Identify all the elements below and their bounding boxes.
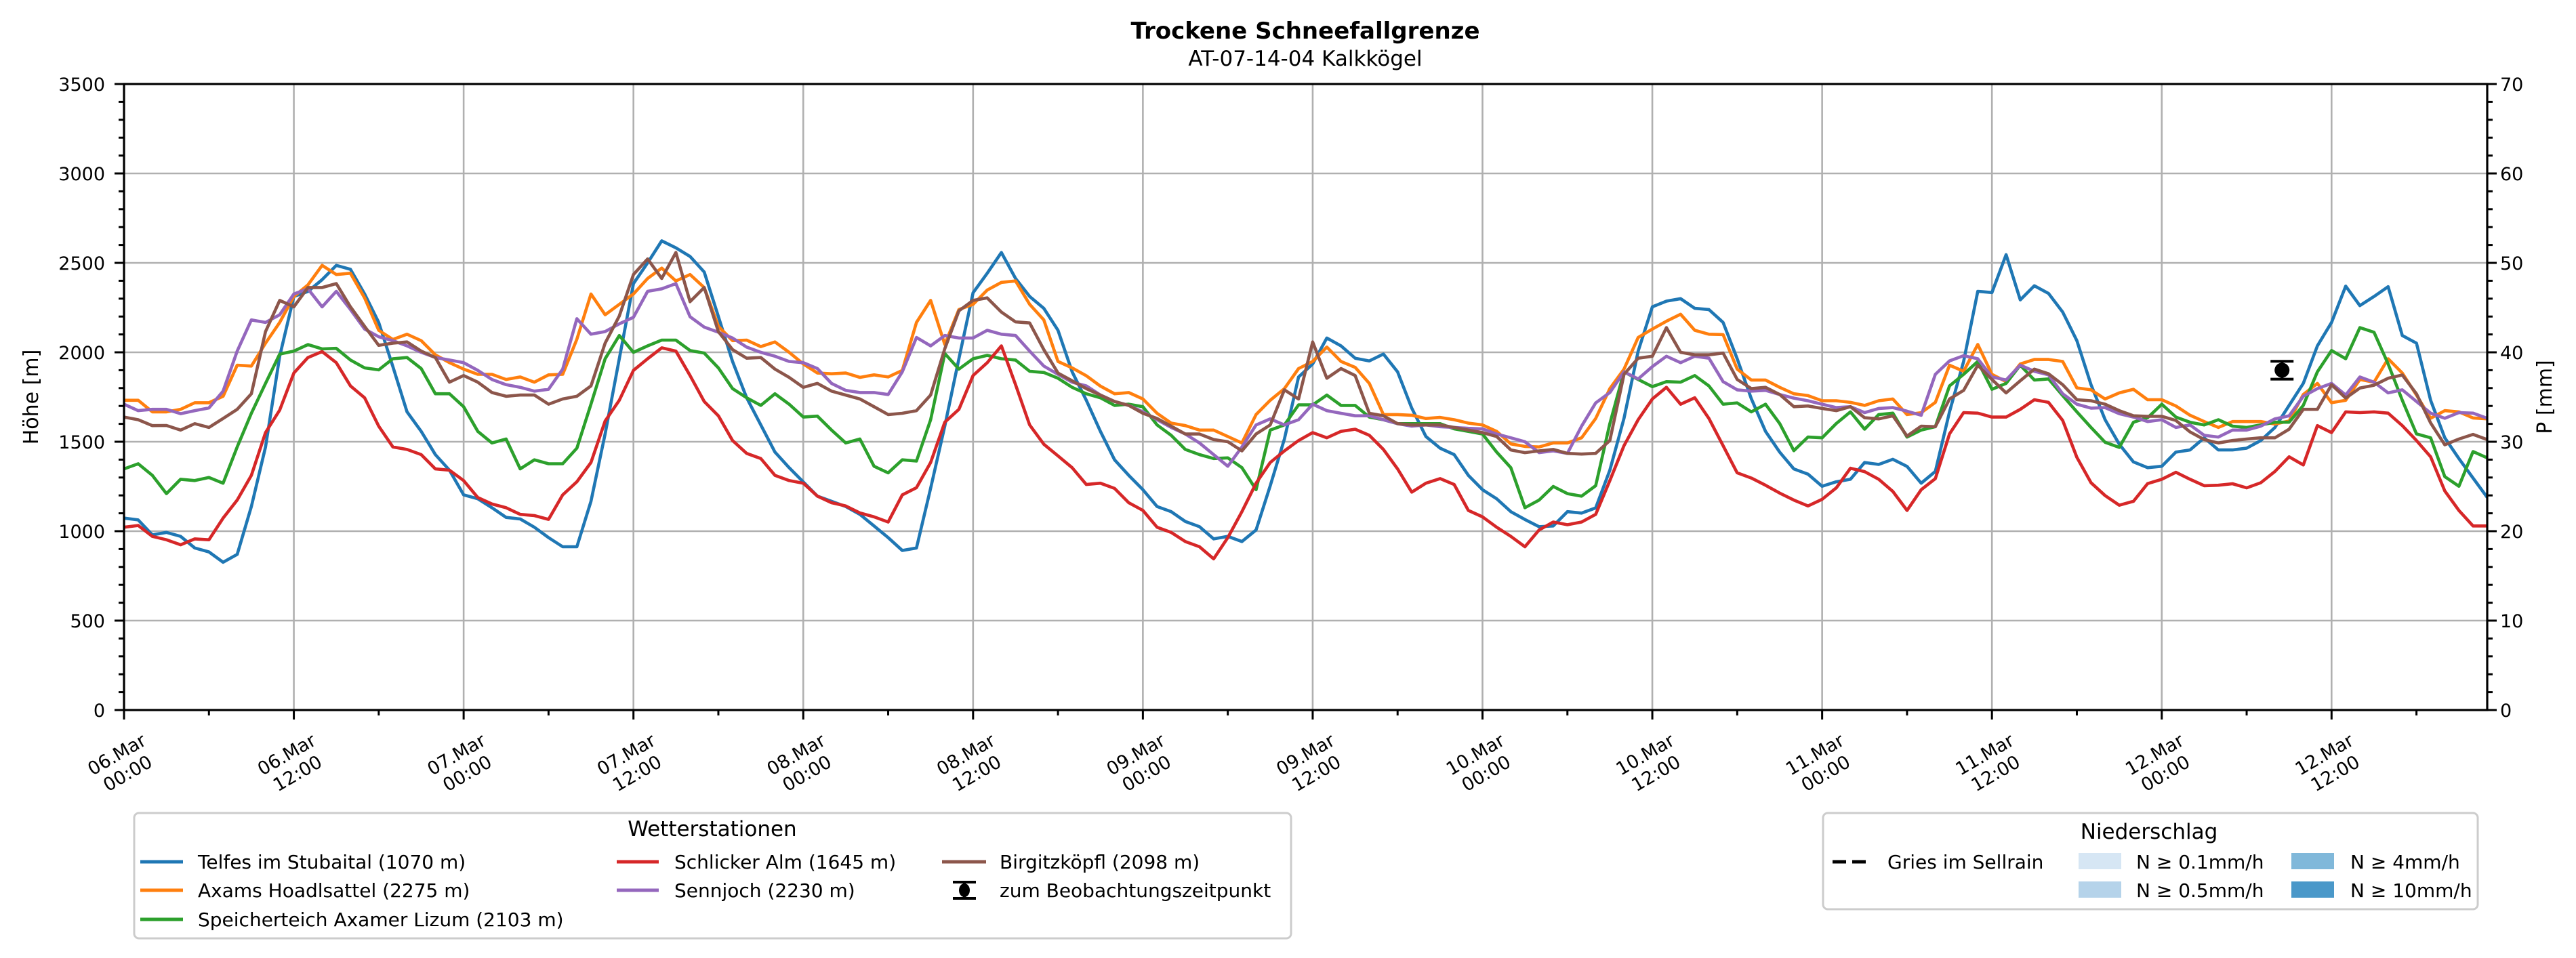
precip-swatch [2079,853,2121,869]
legend-label: Gries im Sellrain [1887,851,2043,873]
legend-item-schlicker: Schlicker Alm (1645 m) [617,851,896,873]
y-tick-labels-left: 0 500 1000 1500 2000 2500 3000 3500 [58,75,105,722]
axis-ticks [115,83,2497,720]
series-line-birgitzk-pfl [123,251,2488,456]
legend-label: Speicherteich Axamer Lizum (2103 m) [198,909,564,931]
gridlines [124,84,2487,710]
legend-label: Axams Hoadlsattel (2275 m) [198,879,470,902]
legend-item-birgitzkoepfl: Birgitzköpfl (2098 m) [942,851,1200,873]
plot-frame [123,83,2489,711]
series-layer [123,239,2489,564]
legend-label: N ≥ 0.1mm/h [2136,851,2264,873]
legend-precipitation-title: Niederschlag [2081,820,2218,844]
legend-item-gries: Gries im Sellrain [1833,851,2043,873]
series-line-schlicker-alm [123,344,2487,561]
y-tick-label: 1500 [58,432,105,453]
legend-label: Telfes im Stubaital (1070 m) [197,851,466,873]
observation-point [2274,362,2290,378]
y-tick-label: 3500 [58,75,105,96]
legend-item-telfes: Telfes im Stubaital (1070 m) [140,851,466,873]
y-axis-label-right: P [mm] [2533,360,2557,434]
y-right-tick-label: 40 [2500,343,2523,364]
y-right-tick-label: 10 [2500,611,2523,632]
legend-item-precip-10: N ≥ 10mm/h [2291,879,2472,902]
legend-item-precip-0.1: N ≥ 0.1mm/h [2079,851,2264,873]
legend-precipitation: Niederschlag Gries im Sellrain N ≥ 0.1mm… [1822,812,2479,911]
y-right-tick-label: 50 [2500,253,2523,274]
legend-label: Sennjoch (2230 m) [674,879,855,902]
legend-item-speicherteich: Speicherteich Axamer Lizum (2103 m) [140,909,564,931]
series-line-speicherteich-axamer-lizum [123,326,2488,509]
y-tick-label: 0 [94,701,105,722]
legend-item-axams: Axams Hoadlsattel (2275 m) [140,879,470,902]
chart-title: Trockene Schneefallgrenze [1130,18,1479,45]
y-right-tick-label: 60 [2500,164,2523,185]
y-right-tick-label: 0 [2500,701,2512,722]
precip-swatch [2291,853,2334,869]
legend-label: N ≥ 10mm/h [2350,879,2472,902]
chart-subtitle: AT-07-14-04 Kalkkögel [1188,47,1422,71]
errorbar-marker-icon [953,881,976,900]
precip-swatch [2079,881,2121,898]
observation-marker [2270,360,2294,381]
legend-item-observation: zum Beobachtungszeitpunkt [953,879,1271,902]
series-line-sennjoch [123,282,2488,468]
y-tick-label: 500 [70,611,105,632]
y-axis-label-left: Höhe [m] [20,350,43,445]
legend-label: zum Beobachtungszeitpunkt [1000,879,1271,902]
legend-label: N ≥ 0.5mm/h [2136,879,2264,902]
series-line-axams-hoadlsattel [124,264,2488,449]
y-right-tick-label: 70 [2500,75,2523,96]
legend-item-precip-0.5: N ≥ 0.5mm/h [2079,879,2264,902]
y-tick-label: 3000 [58,164,105,185]
y-right-tick-label: 30 [2500,432,2523,453]
legend-stations-box [133,812,1292,940]
y-tick-label: 2000 [58,343,105,364]
precip-swatch [2291,881,2334,898]
legend-label: Schlicker Alm (1645 m) [674,851,896,873]
y-tick-label: 2500 [58,253,105,274]
legend-label: Birgitzköpfl (2098 m) [1000,851,1200,873]
series-line-telfes-im-stubaital [123,239,2489,564]
legend-stations: Wetterstationen Telfes im Stubaital (107… [133,812,1292,940]
legend-stations-title: Wetterstationen [628,817,796,841]
y-tick-label: 1000 [58,522,105,543]
legend-item-sennjoch: Sennjoch (2230 m) [617,879,855,902]
legend-label: N ≥ 4mm/h [2350,851,2460,873]
y-right-tick-label: 20 [2500,522,2523,543]
observation-layer [2270,360,2294,381]
y-tick-labels-right: 0 10 20 30 40 50 60 70 [2500,75,2523,722]
legend-item-precip-4: N ≥ 4mm/h [2291,851,2460,873]
